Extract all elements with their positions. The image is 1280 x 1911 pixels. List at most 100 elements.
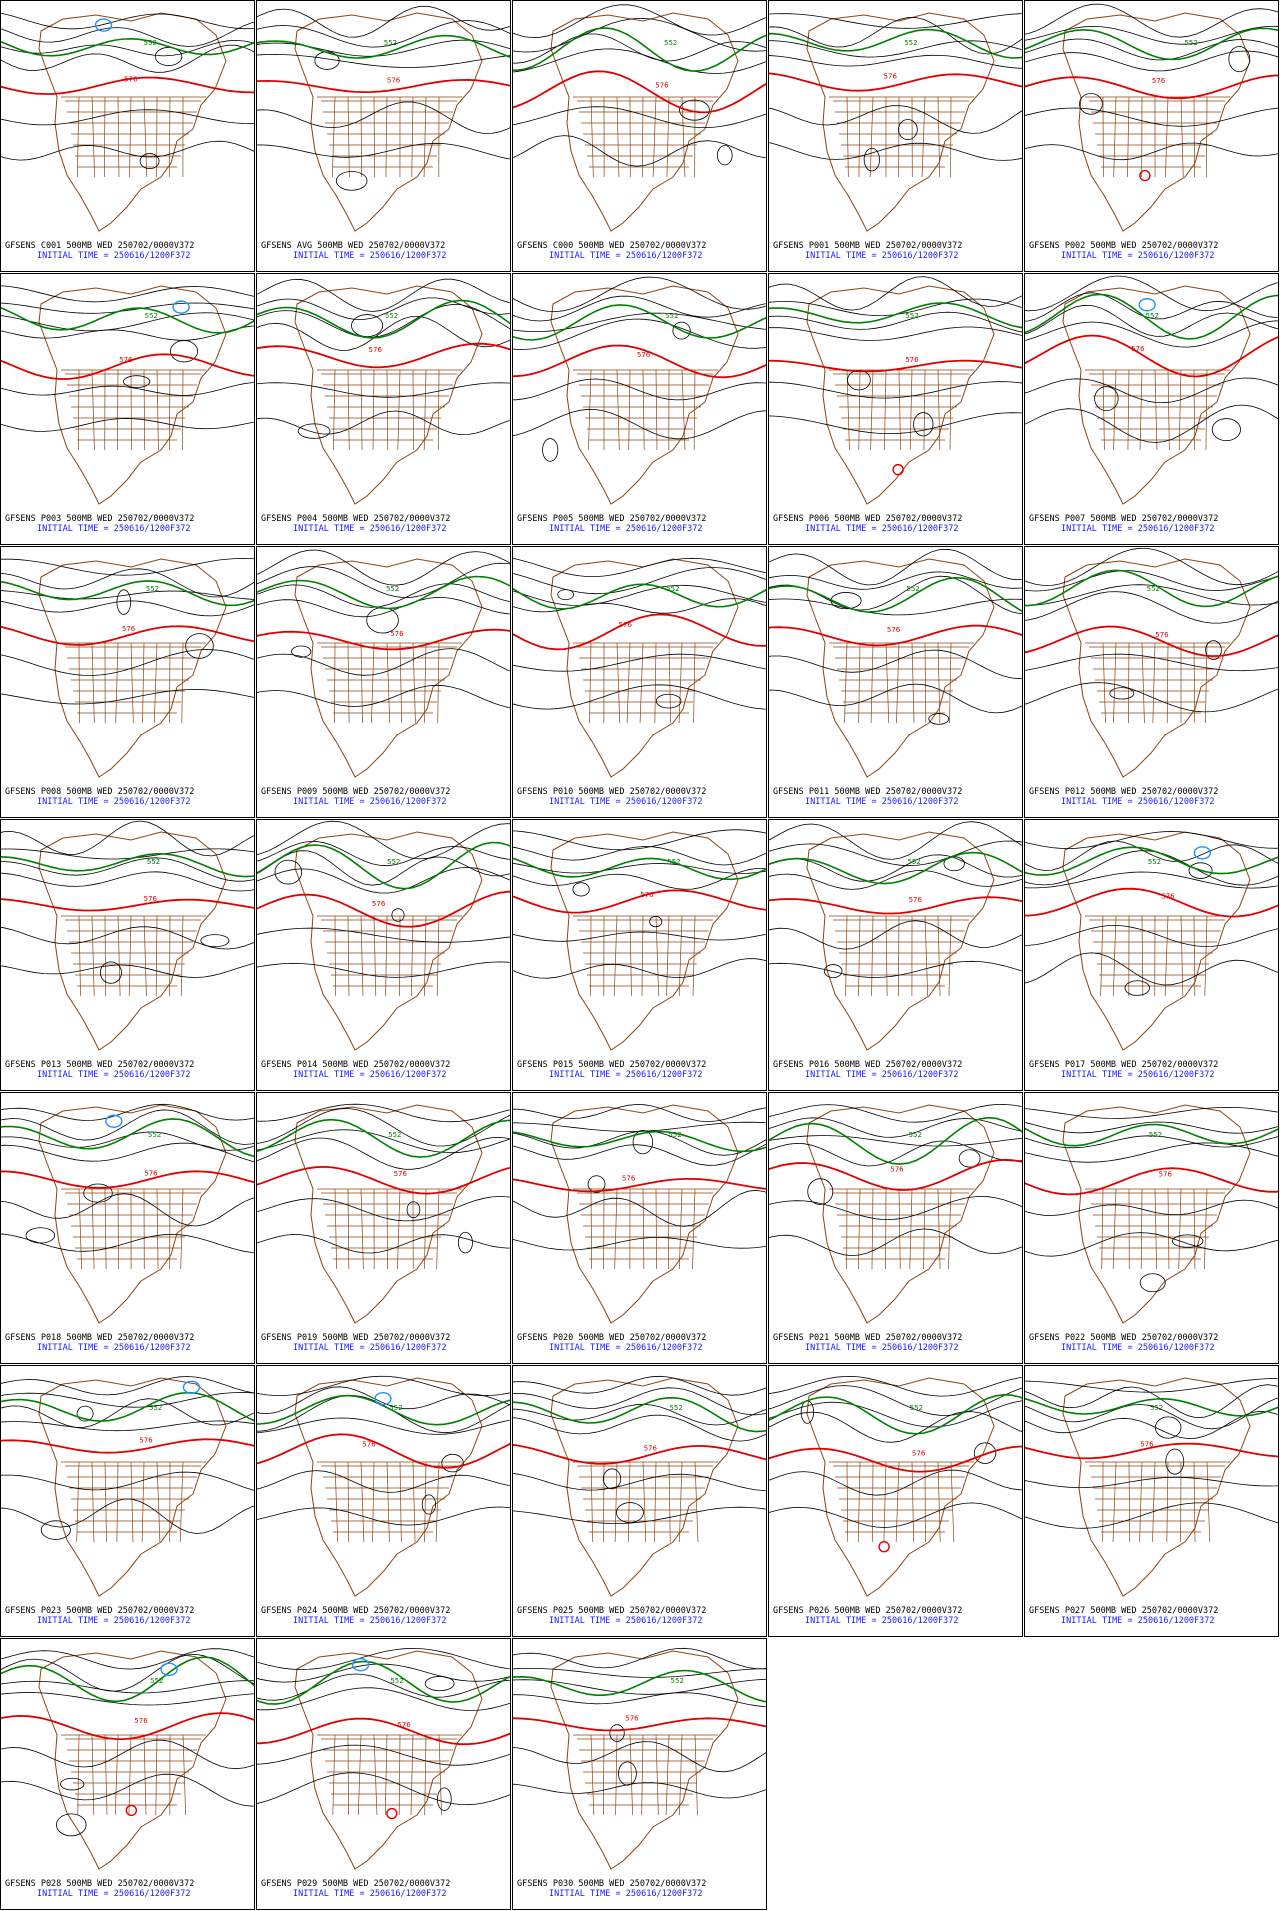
state-border-line [384,1734,388,1816]
contour-552-label: 552 [1147,585,1160,593]
contour-552 [513,1669,766,1703]
state-border-line [373,1734,378,1816]
closed-contour [200,934,230,948]
closed-contour [1172,1234,1204,1248]
contour-552 [1025,27,1278,61]
coastline [806,285,995,505]
height-contours [769,13,1022,172]
state-border-line [678,915,683,997]
state-border-line [347,1188,350,1270]
height-contour [513,318,766,350]
height-contour [257,1196,510,1222]
state-border-line [641,1734,644,1816]
state-border-line [371,642,375,724]
panel-initial-time: INITIAL TIME = 250616/1200F372 [293,524,447,534]
height-contour [1,590,254,600]
contour-552 [257,1394,510,1426]
closed-contour [1188,862,1213,879]
height-contour [513,862,766,874]
state-border-line [937,642,941,724]
contour-552-label: 552 [671,1677,684,1685]
height-contour [257,1136,510,1170]
coastline [550,831,739,1051]
panel-model-label: GFSENS P009 500MB WED 250702/0000V372 [261,787,451,797]
height-contour [1,963,254,978]
height-contour [513,684,766,710]
state-border-line [91,369,95,451]
state-border-line [937,1188,941,1270]
state-border-line [347,1734,349,1816]
height-contours [769,1103,1022,1257]
coastline [294,1377,483,1597]
height-contours [257,1375,510,1526]
state-border-line [91,1734,95,1816]
contour-576-label: 576 [655,81,669,89]
state-border-line [385,915,388,997]
height-contours [513,1104,766,1251]
height-contour [513,1692,766,1708]
state-border-line [909,1188,913,1270]
coastline [38,285,227,505]
state-border-line [156,1461,161,1543]
state-border-line [616,642,621,724]
contour-576 [1,353,254,380]
state-border-line [117,915,121,997]
state-border-line [386,1461,390,1543]
state-border-line [628,369,631,451]
contour-552 [769,28,1022,59]
state-border-line [869,96,874,178]
state-border-line [143,96,148,178]
panel-initial-time: INITIAL TIME = 250616/1200F372 [293,1070,447,1080]
height-contour [513,378,766,401]
state-borders [829,369,974,451]
state-border-line [642,369,645,451]
state-border-line [385,96,388,178]
coastline [550,285,739,505]
state-border-line [1180,96,1184,178]
state-border-line [1141,642,1145,724]
state-border-line [590,1461,594,1543]
panel-initial-time: INITIAL TIME = 250616/1200F372 [805,524,959,534]
state-border-line [639,642,644,724]
ensemble-panel: 552 576 GFSENS P011 500MB WED 250702/0000V… [768,546,1023,818]
state-border-line [871,1188,874,1270]
state-border-line [373,915,377,997]
height-contour [1025,1142,1278,1163]
contour-576-label: 576 [372,900,386,908]
contour-552-label: 552 [1146,312,1159,320]
height-contour [1,871,254,892]
ensemble-panel: 552 576 GFSENS P027 500MB WED 250702/0000V… [1024,1365,1279,1637]
state-border-line [91,1188,95,1270]
panel-model-label: GFSENS P028 500MB WED 250702/0000V372 [5,1879,195,1889]
state-border-line [857,1461,861,1543]
state-border-line [921,96,926,178]
closed-contour [421,1494,436,1515]
state-border-line [129,96,132,178]
height-contours [1,1103,254,1254]
contour-552 [1,1391,254,1422]
coastline [294,1104,483,1324]
state-border-line [115,642,119,724]
state-border-line [128,1734,132,1816]
contour-576-label: 576 [1152,77,1166,85]
state-borders [317,642,462,724]
ensemble-panel: 552 576 GFSENS P025 500MB WED 250702/0000V… [512,1365,767,1637]
contour-576 [513,613,766,651]
height-contour [257,684,510,709]
closed-contour [958,1149,981,1168]
contour-552-label: 552 [907,858,920,866]
panel-initial-time: INITIAL TIME = 250616/1200F372 [1061,251,1215,261]
state-borders [573,1188,718,1270]
height-contour [769,1228,1022,1257]
state-border-line [1178,369,1182,451]
state-border-line [1101,1188,1104,1270]
height-contours [1,285,254,432]
height-contour [257,20,510,48]
height-contour [257,53,510,68]
contour-576 [1,898,254,912]
closed-contour [655,693,682,709]
state-border-line [104,1461,107,1543]
height-contour [257,583,510,608]
state-border-line [692,915,696,997]
